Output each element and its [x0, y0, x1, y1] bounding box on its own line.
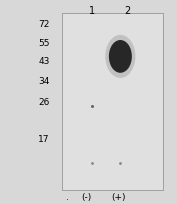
Text: (+): (+) — [111, 192, 126, 201]
Text: 2: 2 — [124, 6, 131, 16]
FancyBboxPatch shape — [62, 14, 163, 190]
Text: 26: 26 — [38, 98, 50, 106]
Ellipse shape — [105, 36, 135, 79]
Text: 55: 55 — [38, 38, 50, 47]
Ellipse shape — [109, 41, 132, 73]
Text: 1: 1 — [89, 6, 95, 16]
Text: (-): (-) — [82, 192, 92, 201]
Text: 34: 34 — [38, 77, 50, 86]
Text: 17: 17 — [38, 134, 50, 143]
Text: 43: 43 — [38, 57, 50, 66]
Text: 72: 72 — [38, 20, 50, 29]
Text: .: . — [66, 192, 69, 201]
